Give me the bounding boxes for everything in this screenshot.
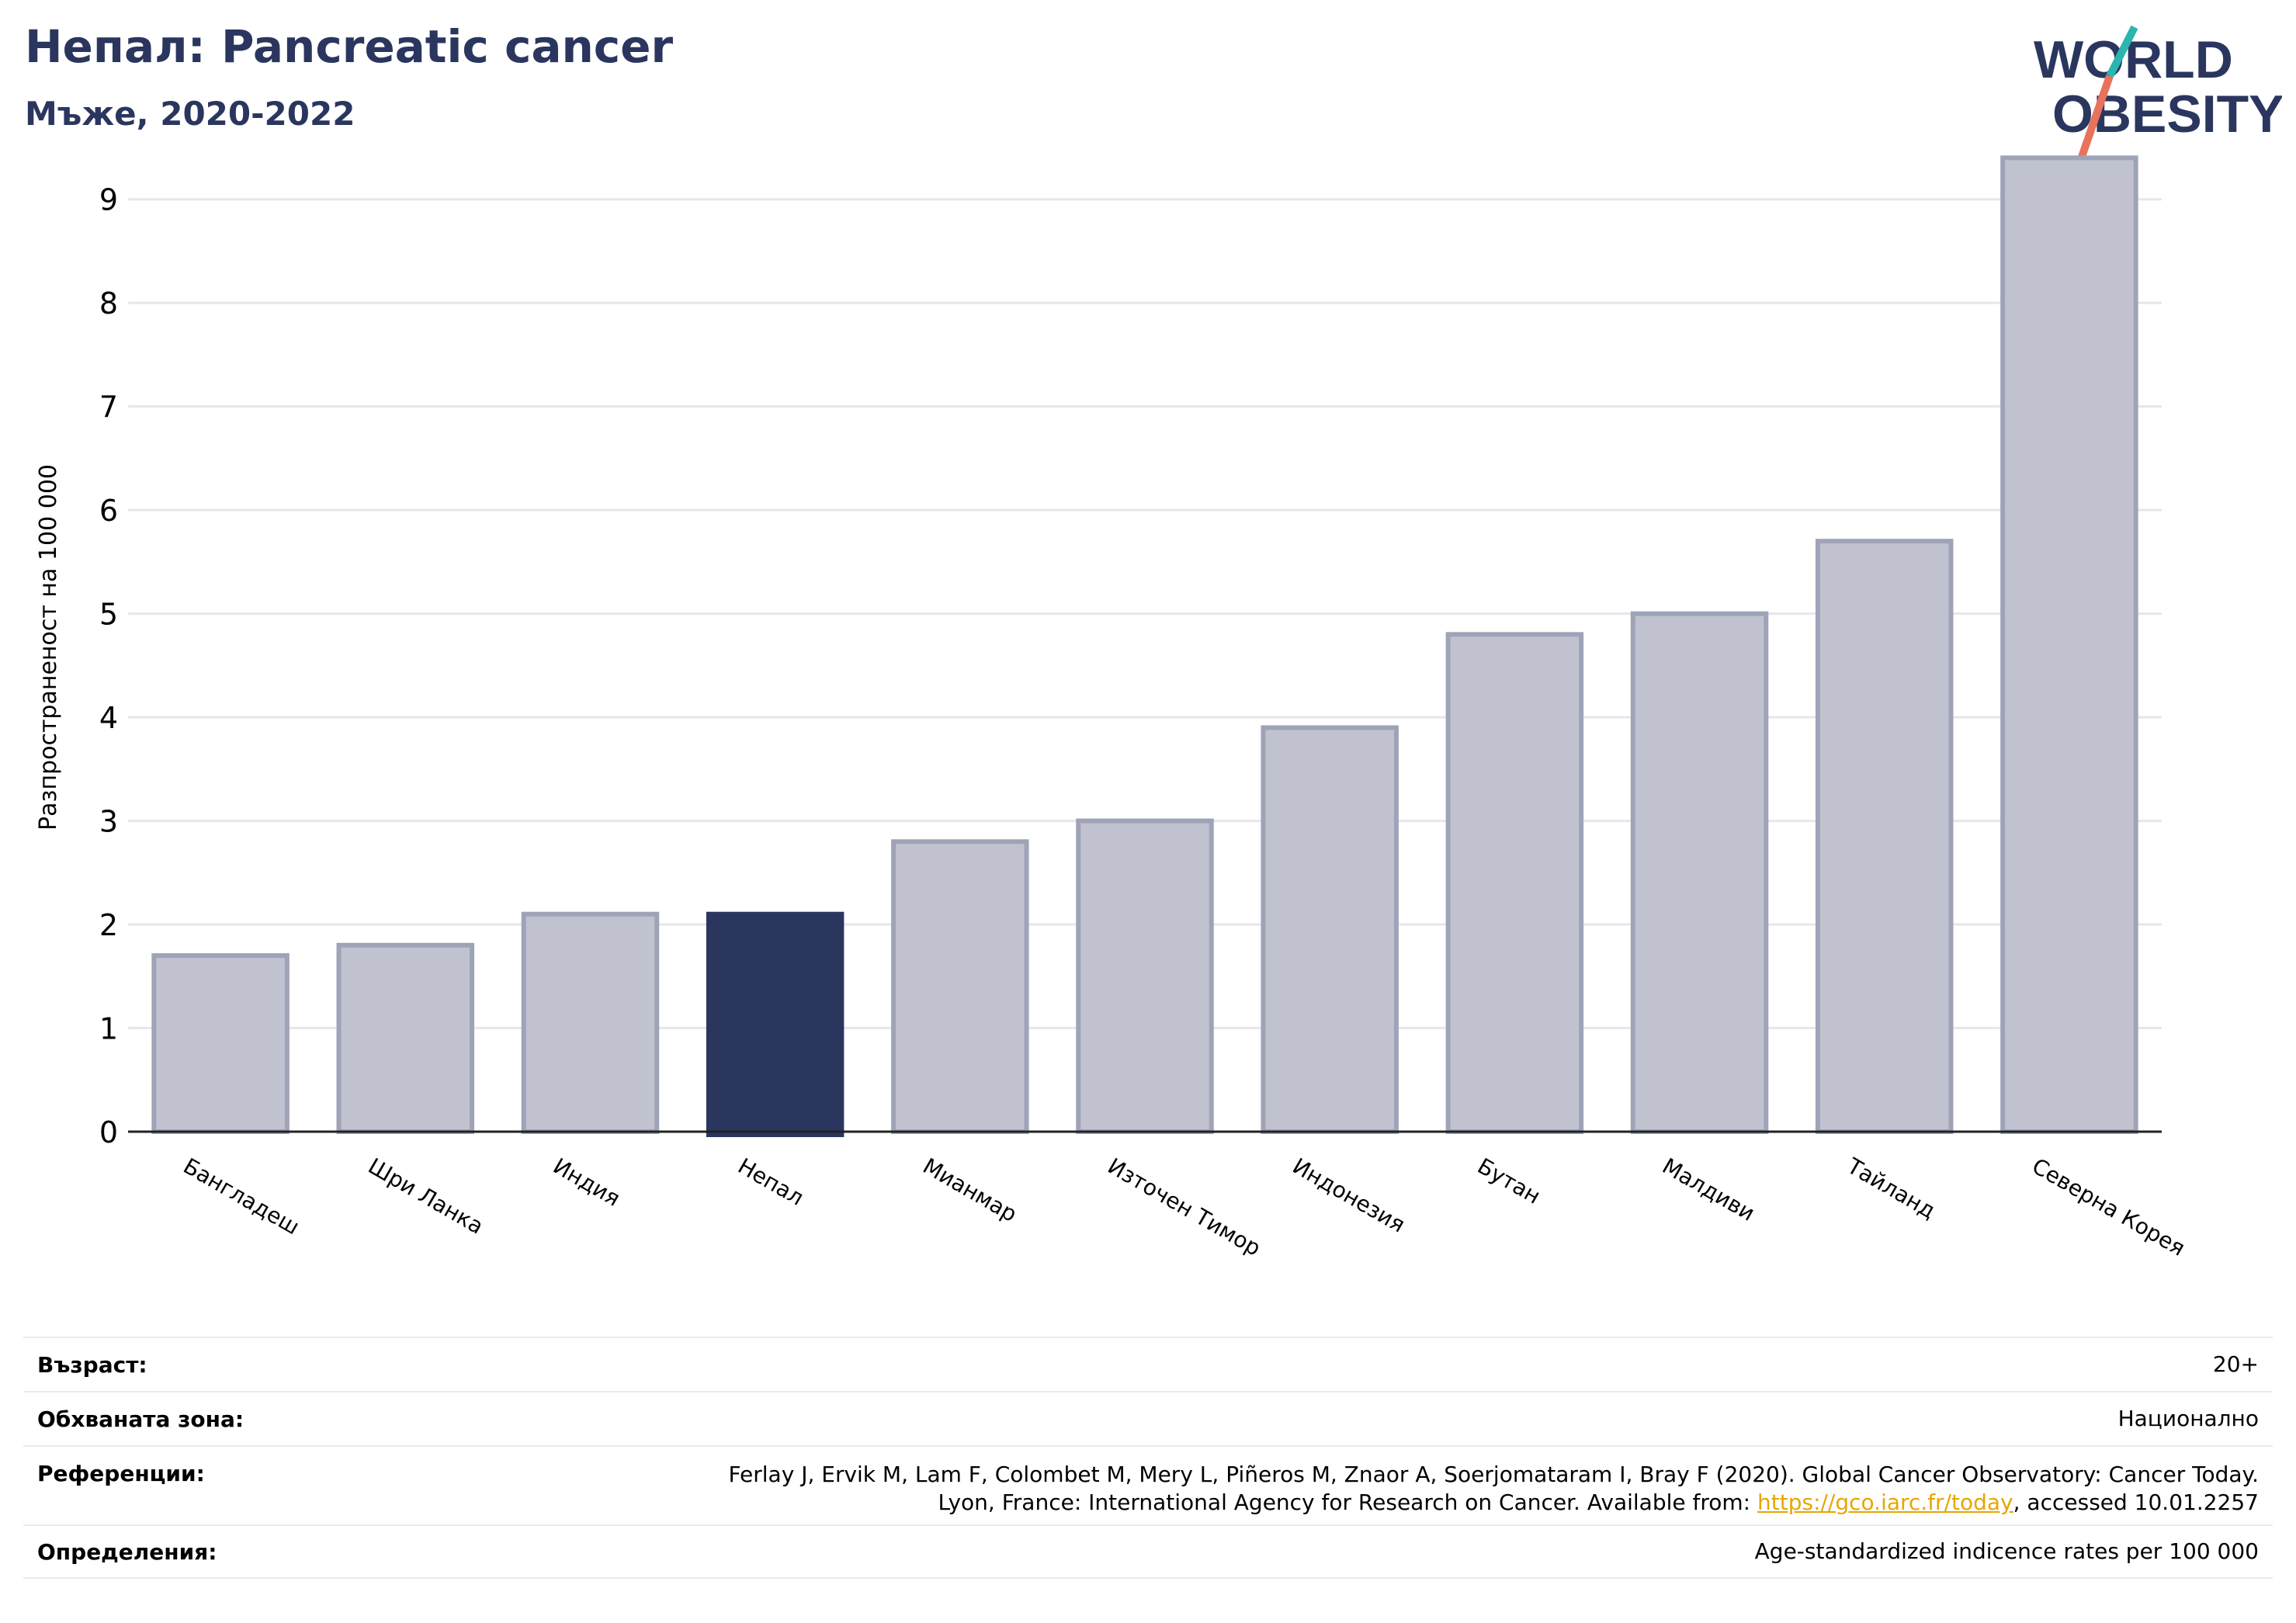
y-tick-label: 8 [99, 286, 118, 321]
info-table: Възраст: 20+ Обхваната зона: Национално … [23, 1337, 2273, 1579]
info-row-definitions: Определения: Age-standardized indicence … [23, 1524, 2273, 1579]
bar-chart: 0 1 2 3 4 5 6 7 8 9 Бангладеш Шри Ланка Индия Непал М… [35, 155, 2190, 1261]
y-tick-label: 7 [99, 390, 118, 425]
x-tick-label: Малдиви [1658, 1153, 1759, 1226]
x-tick-label: Бангладеш [179, 1153, 304, 1240]
age-value: 20+ [2212, 1351, 2259, 1377]
y-tick-label: 1 [99, 1012, 118, 1046]
x-tick-label: Непал [734, 1153, 808, 1210]
bar-2 [336, 942, 475, 1134]
references-line-2-pre: Lyon, France: International Agency for R… [938, 1489, 1757, 1515]
references-line-1: Ferlay J, Ervik M, Lam F, Colombet M, Me… [728, 1462, 2259, 1487]
y-tick-label: 3 [99, 805, 118, 839]
y-tick-label: 6 [99, 494, 118, 528]
references-label: Референции: [37, 1461, 205, 1486]
info-row-age: Възраст: 20+ [23, 1337, 2273, 1391]
x-tick-label: Тайланд [1842, 1153, 1940, 1224]
area-value: Национално [2117, 1406, 2259, 1431]
info-row-area: Обхваната зона: Национално [23, 1391, 2273, 1445]
area-label: Обхваната зона: [37, 1406, 245, 1432]
references-line-2-post: , accessed 10.01.2257 [2013, 1489, 2259, 1515]
x-tick-label: Северна Корея [2027, 1153, 2189, 1261]
bar-11 [2000, 155, 2138, 1134]
y-axis-label: Разпространеност на 100 000 [35, 464, 62, 831]
world-obesity-logo: WORLD OBESITY [2034, 25, 2282, 158]
y-axis-ticks: 0 1 2 3 4 5 6 7 8 9 [99, 183, 118, 1150]
age-label: Възраст: [37, 1351, 147, 1378]
bar-10 [1815, 539, 1954, 1134]
logo-slash-bottom [2078, 75, 2114, 158]
x-tick-label: Източен Тимор [1104, 1153, 1265, 1261]
x-tick-label: Индонезия [1288, 1153, 1410, 1237]
logo-slash-top [2106, 25, 2138, 78]
definitions-label: Определения: [37, 1538, 217, 1565]
bar-6 [1076, 818, 1214, 1135]
bar-5 [891, 839, 1029, 1134]
bars [151, 155, 2138, 1138]
definitions-value: Age-standardized indicence rates per 100… [1754, 1538, 2259, 1564]
chart-subtitle: Мъже, 2020-2022 [25, 95, 355, 133]
x-tick-label: Бутан [1473, 1153, 1545, 1209]
y-tick-label: 4 [99, 701, 118, 735]
references-link[interactable]: https://gco.iarc.fr/today [1757, 1489, 2013, 1515]
chart-title: Непал: Pancreatic cancer [25, 20, 674, 73]
x-tick-label: Мианмар [918, 1153, 1021, 1227]
info-row-references: Референции: Ferlay J, Ervik M, Lam F, Co… [23, 1445, 2273, 1524]
bar-1 [151, 953, 290, 1134]
x-axis-ticks: Бангладеш Шри Ланка Индия Непал Мианмар Източ… [179, 1153, 2190, 1261]
bar-7 [1261, 725, 1399, 1134]
y-tick-label: 2 [99, 908, 118, 942]
bar-3 [521, 911, 660, 1135]
bar-4 [706, 911, 845, 1138]
references-value: Ferlay J, Ervik M, Lam F, Colombet M, Me… [728, 1461, 2259, 1517]
y-tick-label: 0 [99, 1115, 118, 1150]
logo-line-1: WORLD [2034, 30, 2233, 89]
bar-8 [1445, 632, 1584, 1134]
bar-9 [1630, 611, 1769, 1134]
y-tick-label: 9 [99, 183, 118, 217]
y-tick-label: 5 [99, 598, 118, 632]
x-tick-label: Индия [549, 1153, 625, 1211]
x-tick-label: Шри Ланка [364, 1153, 488, 1239]
